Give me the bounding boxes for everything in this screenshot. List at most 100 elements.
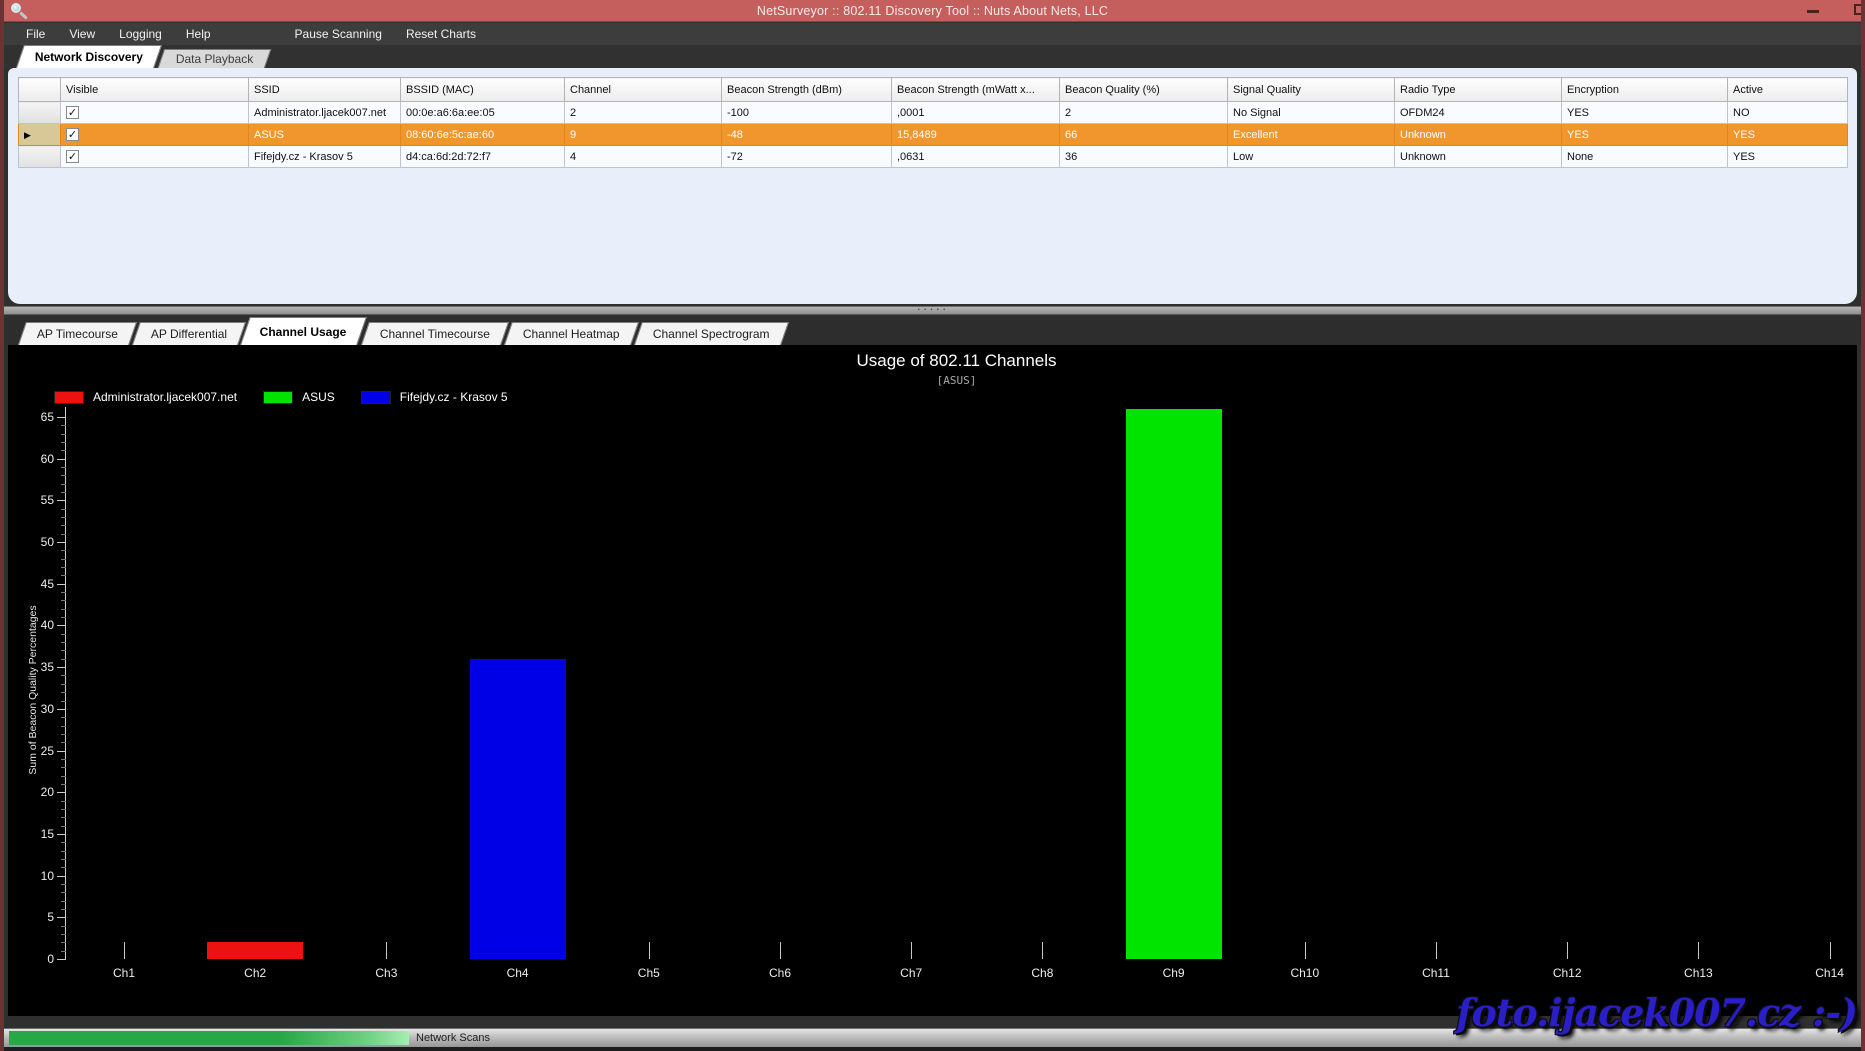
y-minor-tick (61, 525, 66, 527)
y-major-tick (57, 833, 66, 835)
y-major-tick (57, 458, 66, 460)
table-row[interactable]: ✓ Fifejdy.cz - Krasov 5 d4:ca:6d:2d:72:f7 4… (18, 145, 1848, 168)
chart-tab-channel-spectrogram[interactable]: Channel Spectrogram (633, 322, 789, 345)
chart-tab-channel-usage-label: Channel Usage (260, 324, 347, 339)
column-header-radio-type[interactable]: Radio Type (1394, 77, 1562, 102)
menu-help[interactable]: Help (185, 27, 211, 41)
column-header-beacon-quality[interactable]: Beacon Quality (%) (1059, 77, 1228, 102)
y-minor-tick (61, 492, 66, 494)
title-bar[interactable]: NetSurveyor :: 802.11 Discovery Tool :: … (4, 0, 1861, 22)
splitter-handle[interactable]: ····· (4, 302, 1861, 315)
cell-bssid: d4:ca:6d:2d:72:f7 (400, 145, 565, 168)
tab-data-playback[interactable]: Data Playback (157, 49, 272, 68)
row-selector-cell[interactable] (18, 101, 61, 124)
column-header-signal-quality[interactable]: Signal Quality (1227, 77, 1395, 102)
y-minor-tick (61, 425, 66, 427)
status-label: Network Scans (416, 1032, 490, 1044)
row-selector-cell[interactable]: ▶ (18, 123, 61, 146)
column-header-beacon-strength-dbm[interactable]: Beacon Strength (dBm) (721, 77, 892, 102)
window-bottom-edge (4, 1047, 1861, 1051)
y-minor-tick (61, 900, 66, 902)
y-minor-tick (61, 442, 66, 443)
x-tick-label: Ch7 (900, 966, 923, 980)
table-row[interactable]: ▶ ✓ ASUS 08:60:6e:5c:ae:60 9 -48 15,8489 66 Exce… (18, 123, 1848, 146)
chart-tab-channel-heatmap-label: Channel Heatmap (523, 327, 620, 341)
y-minor-tick (61, 617, 66, 619)
chart-tab-channel-spectrogram-label: Channel Spectrogram (652, 327, 770, 341)
legend-label: ASUS (302, 390, 335, 404)
chart-tab-ap-timecourse-label: AP Timecourse (36, 327, 118, 341)
table-row[interactable]: ✓ Administrator.ljacek007.net 00:0e:a6:6a:… (18, 101, 1848, 124)
y-minor-tick (61, 675, 66, 677)
visible-checkbox[interactable]: ✓ (66, 128, 79, 141)
cell-active: YES (1727, 123, 1848, 146)
tab-network-discovery[interactable]: Network Discovery (16, 45, 163, 68)
y-minor-tick (61, 892, 66, 894)
y-tick-label: 65 (40, 410, 54, 424)
y-minor-tick (61, 883, 66, 885)
column-header-visible[interactable]: Visible (60, 77, 249, 102)
y-minor-tick (61, 692, 66, 694)
menu-action-pause-scanning[interactable]: Pause Scanning (294, 27, 382, 41)
y-minor-tick (61, 817, 66, 819)
legend-swatch-asus (263, 390, 294, 404)
menu-action-reset-charts[interactable]: Reset Charts (405, 27, 476, 41)
legend-item-fifejdy-cz-krasov-5: Fifejdy.cz - Krasov 5 (360, 390, 508, 404)
y-minor-tick (61, 567, 66, 569)
y-minor-tick (61, 725, 66, 727)
tab-data-playback-label: Data Playback (175, 52, 254, 66)
column-header-encryption[interactable]: Encryption (1561, 77, 1728, 102)
legend-label: Administrator.ljacek007.net (93, 390, 238, 404)
y-tick-label: 30 (40, 701, 54, 716)
x-tick (1567, 942, 1569, 959)
photo-watermark: foto.ijacek007.cz :-) (1456, 990, 1858, 1035)
minimize-icon[interactable] (1807, 10, 1819, 13)
column-header-bssid-mac[interactable]: BSSID (MAC) (400, 77, 565, 102)
y-minor-tick (61, 842, 66, 844)
menu-view[interactable]: View (69, 27, 96, 41)
column-header-beacon-strength-mwatt-x[interactable]: Beacon Strength (mWatt x... (891, 77, 1060, 102)
y-minor-tick (61, 508, 66, 510)
cell-beacon_dbm: -72 (721, 145, 892, 168)
cell-bssid: 00:0e:a6:6a:ee:05 (400, 101, 565, 124)
x-tick-label: Ch2 (244, 966, 267, 980)
chart-panel: Usage of 802.11 Channels [ASUS] Administ… (8, 345, 1857, 1016)
chart-tab-channel-timecourse[interactable]: Channel Timecourse (361, 322, 510, 345)
x-tick-label: Ch6 (768, 966, 791, 980)
x-tick (1698, 942, 1700, 959)
cell-beacon_mwatt: ,0631 (891, 145, 1060, 168)
restore-icon[interactable] (1854, 4, 1861, 15)
legend-swatch-administrator-ljacek007-net (54, 390, 84, 404)
y-minor-tick (61, 825, 66, 827)
y-minor-tick (61, 592, 66, 594)
visible-checkbox[interactable]: ✓ (66, 150, 79, 163)
cell-bssid: 08:60:6e:5c:ae:60 (400, 123, 565, 146)
y-minor-tick (61, 767, 66, 769)
menu-logging[interactable]: Logging (119, 27, 162, 41)
row-selector-cell[interactable] (18, 145, 61, 168)
column-header-channel[interactable]: Channel (564, 77, 722, 102)
column-header-ssid[interactable]: SSID (248, 77, 401, 102)
chart-tab-ap-differential[interactable]: AP Differential (132, 322, 247, 345)
y-minor-tick (61, 475, 66, 477)
visible-checkbox[interactable]: ✓ (66, 106, 79, 119)
y-minor-tick (61, 775, 66, 777)
y-tick-label: 5 (47, 910, 54, 925)
chart-tab-channel-usage[interactable]: Channel Usage (240, 317, 367, 345)
x-tick (1304, 942, 1306, 959)
y-minor-tick (61, 467, 66, 469)
cell-beacon_dbm: -100 (721, 101, 892, 124)
status-bar: Network Scans (4, 1028, 1861, 1047)
y-tick-label: 10 (40, 868, 54, 883)
x-tick-label: Ch10 (1290, 966, 1320, 980)
y-major-tick (57, 500, 66, 502)
menu-actions-group: Pause Scanning Reset Charts (283, 24, 488, 44)
cell-signal_quality: Low (1227, 145, 1395, 168)
chart-tab-ap-timecourse[interactable]: AP Timecourse (18, 322, 138, 345)
select-all-corner[interactable] (18, 77, 61, 102)
legend-item-administrator-ljacek007-net: Administrator.ljacek007.net (54, 390, 237, 404)
column-header-active[interactable]: Active (1727, 77, 1848, 102)
chart-tab-channel-heatmap[interactable]: Channel Heatmap (504, 322, 639, 345)
menu-file[interactable]: File (26, 27, 46, 41)
